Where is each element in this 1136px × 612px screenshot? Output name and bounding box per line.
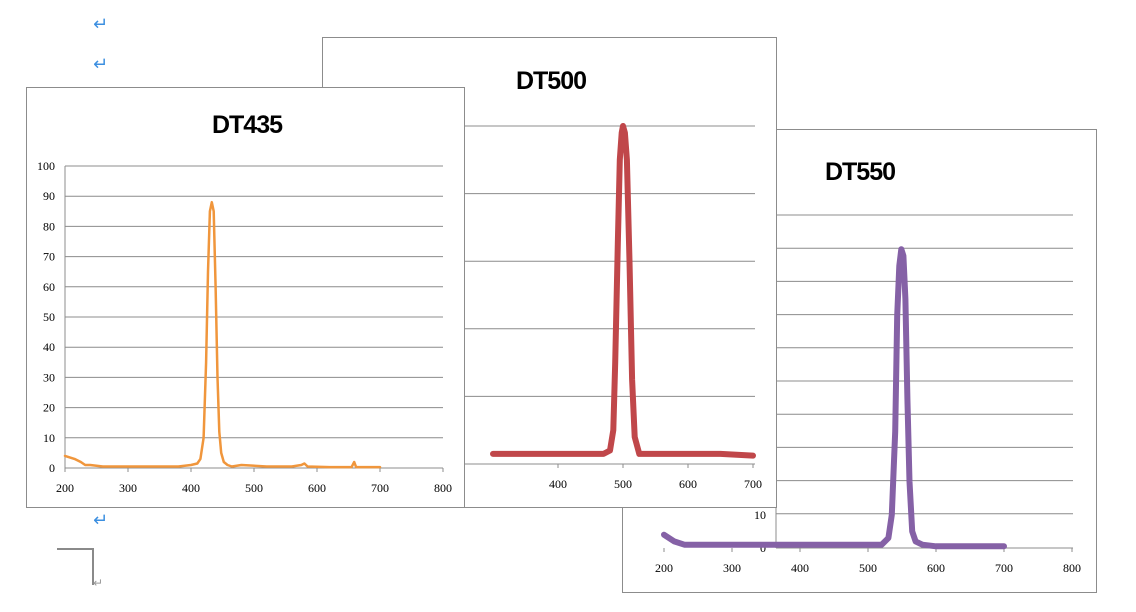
x-tick-label: 700: [744, 477, 762, 491]
chart-dt550-plot: DT550 200 300 400 500 600 700 800 0 10: [655, 158, 1081, 575]
return-mark: ↵: [93, 14, 109, 35]
x-tick-label: 600: [308, 481, 326, 495]
series-line: [490, 123, 756, 459]
y-tick-label: 30: [43, 370, 55, 384]
x-tick-label: 500: [859, 561, 877, 575]
y-tick-label: 50: [43, 310, 55, 324]
y-tick-label: 70: [43, 250, 55, 264]
y-tick-label: 60: [43, 280, 55, 294]
x-tick-label: 300: [119, 481, 137, 495]
y-tick-label: 80: [43, 219, 55, 233]
return-mark: ↵: [93, 54, 109, 75]
x-tick-label: 400: [791, 561, 809, 575]
series-line: [661, 246, 1007, 550]
return-mark: ↵: [93, 576, 104, 590]
x-tick-label: 300: [723, 561, 741, 575]
x-tick-label: 600: [927, 561, 945, 575]
x-tick-label: 200: [655, 561, 673, 575]
chart-title: DT435: [212, 111, 283, 139]
y-tick-label: 90: [43, 189, 55, 203]
x-tick-label: 500: [614, 477, 632, 491]
chart-title: DT500: [516, 67, 586, 95]
series-line: [63, 200, 382, 469]
y-tick-label: 20: [43, 401, 55, 415]
x-tick-label: 600: [679, 477, 697, 491]
x-tick-label: 400: [182, 481, 200, 495]
y-tick-label: 10: [43, 431, 55, 445]
chart-title: DT550: [825, 158, 895, 186]
chart-dt500-plot: DT500400500600700800: [463, 67, 762, 491]
y-tick-label: 0: [49, 461, 55, 475]
x-tick-label: 800: [434, 481, 452, 495]
y-tick-label: 10: [754, 508, 766, 522]
x-tick-label: 400: [549, 477, 567, 491]
y-tick-label: 40: [43, 340, 55, 354]
x-tick-label: 500: [245, 481, 263, 495]
chart-dt435-plot: DT435 200 300 400 500 600 700 800 0 10 20 30 40 50 60 7…: [37, 111, 452, 495]
chart-dt435[interactable]: DT435 200 300 400 500 600 700 800 0 10 20 30 40 50 60 7…: [26, 87, 465, 508]
text-boundary-corner: [57, 548, 94, 585]
x-tick-label: 800: [1063, 561, 1081, 575]
x-tick-label: 700: [995, 561, 1013, 575]
x-tick-label: 200: [56, 481, 74, 495]
y-tick-label: 0: [760, 541, 766, 555]
y-tick-label: 100: [37, 159, 55, 173]
x-tick-label: 700: [371, 481, 389, 495]
return-mark: ↵: [93, 510, 109, 531]
